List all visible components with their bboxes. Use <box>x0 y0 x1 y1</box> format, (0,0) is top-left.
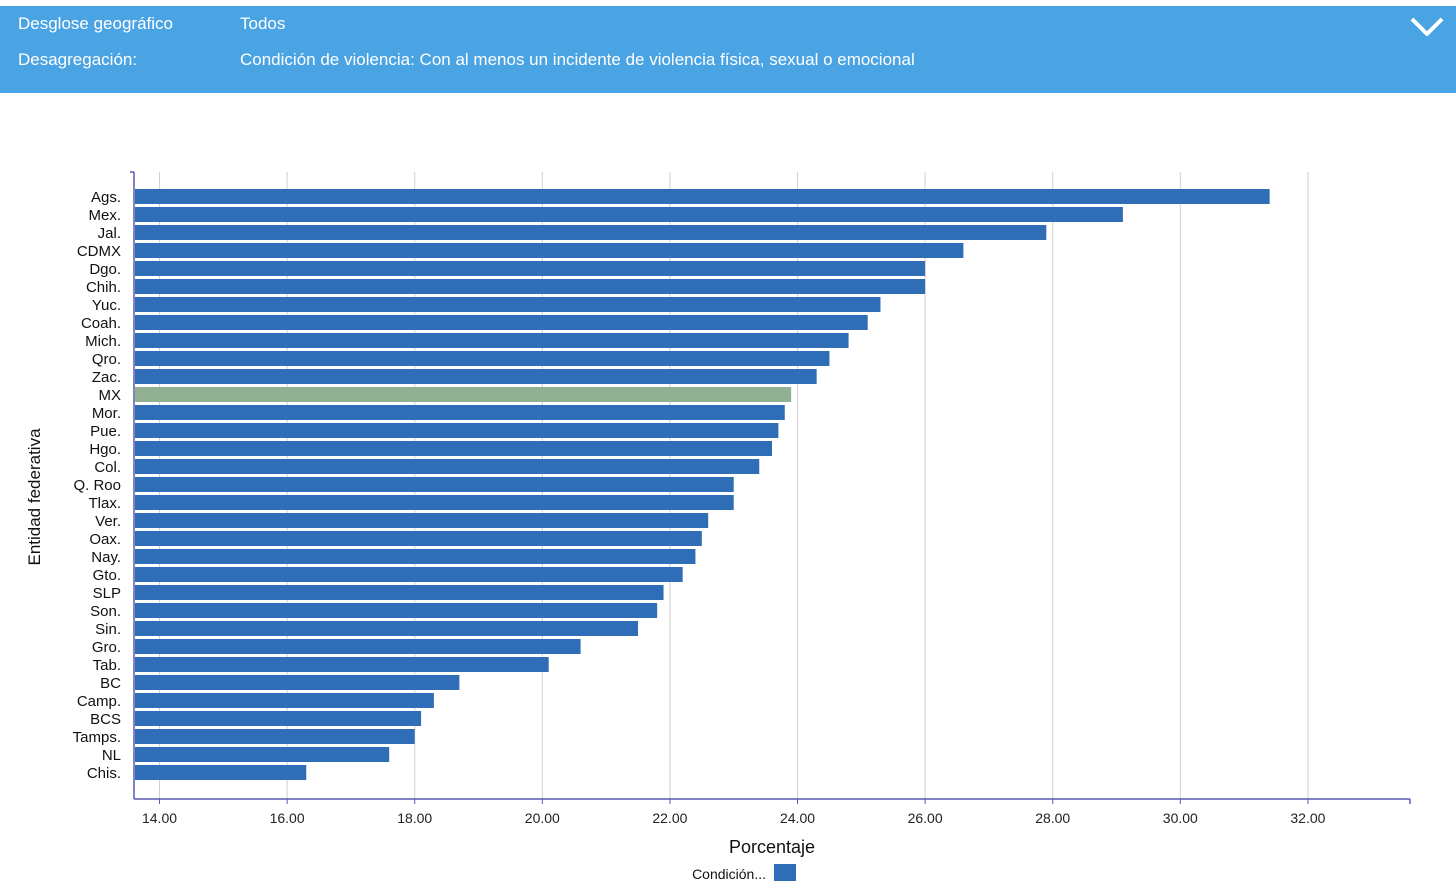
y-tick-label: Chis. <box>87 765 121 782</box>
y-tick-label: Col. <box>94 459 121 476</box>
y-tick-label: Chih. <box>86 279 121 296</box>
y-tick-label: CDMX <box>77 243 121 260</box>
bar <box>135 603 658 618</box>
y-tick-label: Jal. <box>98 225 121 242</box>
bar <box>135 405 785 420</box>
bar <box>135 657 549 672</box>
bar <box>135 423 779 438</box>
x-tick-label: 28.00 <box>1035 810 1070 826</box>
y-tick-label: Tab. <box>93 657 121 674</box>
y-tick-label: Mor. <box>92 405 121 422</box>
y-tick-label: Nay. <box>91 549 121 566</box>
y-tick-label: Coah. <box>81 315 121 332</box>
bar <box>135 765 307 780</box>
y-tick-label: Zac. <box>92 369 121 386</box>
bar <box>135 639 581 654</box>
collapse-button[interactable] <box>1408 12 1446 42</box>
bar <box>135 387 792 402</box>
y-tick-label: Dgo. <box>89 261 121 278</box>
bar <box>135 351 830 366</box>
y-tick-label: Pue. <box>90 423 121 440</box>
bar <box>135 711 422 726</box>
y-tick-label: Ags. <box>91 189 121 206</box>
x-tick-label: 18.00 <box>397 810 432 826</box>
y-tick-label: SLP <box>93 585 121 602</box>
y-tick-label: Yuc. <box>92 297 121 314</box>
x-axis-title: Porcentaje <box>729 837 815 857</box>
bar <box>135 549 696 564</box>
bar <box>135 189 1270 204</box>
y-tick-label: Gro. <box>92 639 121 656</box>
bar <box>135 459 760 474</box>
y-tick-label: Tlax. <box>88 495 121 512</box>
chevron-down-icon <box>1410 17 1444 36</box>
disaggregation-label: Desagregación: <box>18 50 138 69</box>
geo-filter-label: Desglose geográfico <box>18 14 173 33</box>
bar <box>135 243 964 258</box>
bar <box>135 567 683 582</box>
bar <box>135 333 849 348</box>
y-tick-label: BCS <box>90 711 121 728</box>
y-tick-label: Sin. <box>95 621 121 638</box>
y-axis-title: Entidad federativa <box>25 428 44 566</box>
y-tick-label: Oax. <box>89 531 121 548</box>
y-tick-label: Hgo. <box>89 441 121 458</box>
y-tick-label: Gto. <box>93 567 121 584</box>
bar <box>135 477 734 492</box>
bar <box>135 207 1123 222</box>
bar <box>135 495 734 510</box>
y-tick-label: Mich. <box>85 333 121 350</box>
bar <box>135 279 926 294</box>
y-tick-label: NL <box>102 747 121 764</box>
legend-swatch <box>774 864 796 881</box>
x-tick-label: 30.00 <box>1163 810 1198 826</box>
geo-filter-value: Todos <box>240 14 286 33</box>
bar <box>135 441 772 456</box>
y-tick-label: MX <box>99 387 122 404</box>
legend-label: Condición... <box>692 866 766 881</box>
bar <box>135 675 460 690</box>
x-tick-label: 16.00 <box>270 810 305 826</box>
y-tick-label: Ver. <box>95 513 121 530</box>
y-tick-label: Mex. <box>88 207 121 224</box>
bar <box>135 621 639 636</box>
bar <box>135 261 926 276</box>
y-tick-label: Q. Roo <box>73 477 121 494</box>
x-tick-label: 24.00 <box>780 810 815 826</box>
x-tick-label: 14.00 <box>142 810 177 826</box>
bar <box>135 225 1047 240</box>
bar <box>135 531 702 546</box>
bar <box>135 513 709 528</box>
bar <box>135 729 415 744</box>
filter-bar: Desglose geográfico Todos Desagregación:… <box>0 6 1456 93</box>
bar <box>135 585 664 600</box>
y-tick-label: Qro. <box>92 351 121 368</box>
y-tick-label: BC <box>100 675 121 692</box>
y-tick-label: Son. <box>90 603 121 620</box>
y-tick-label: Tamps. <box>73 729 121 746</box>
x-tick-label: 20.00 <box>525 810 560 826</box>
bar <box>135 297 881 312</box>
x-tick-label: 26.00 <box>908 810 943 826</box>
x-tick-label: 22.00 <box>652 810 687 826</box>
bar <box>135 747 390 762</box>
bar <box>135 693 434 708</box>
disaggregation-value: Condición de violencia: Con al menos un … <box>240 50 915 69</box>
bar <box>135 369 817 384</box>
x-tick-label: 32.00 <box>1290 810 1325 826</box>
y-tick-label: Camp. <box>77 693 121 710</box>
bar <box>135 315 868 330</box>
